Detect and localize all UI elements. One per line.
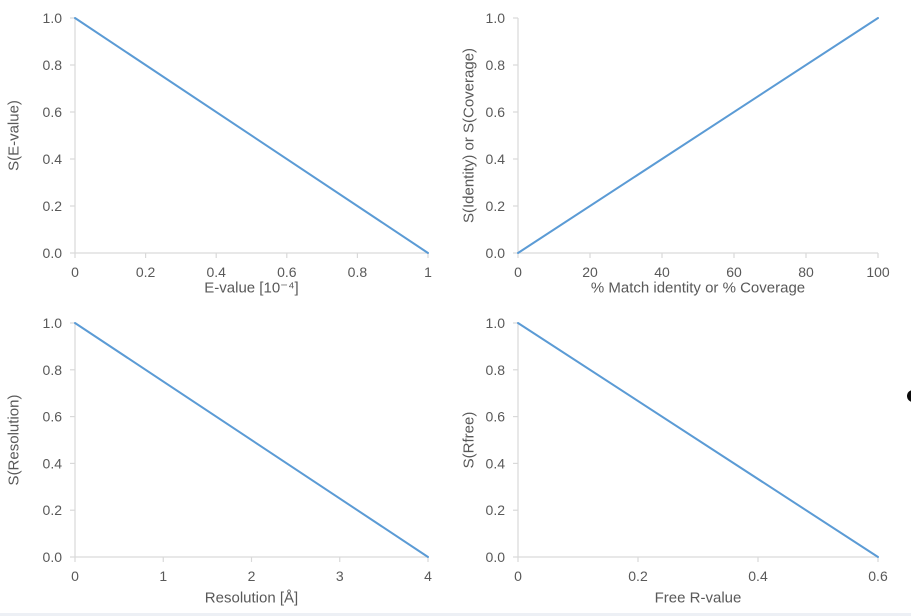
x-tick-label: 40 [654,264,670,280]
y-tick-label: 0.6 [43,409,63,425]
x-tick-label: 0 [71,568,79,584]
chart-s-resolution: 0.0 0.2 0.4 0.6 0.8 1.0 0 1 2 3 4 S(Resolution) Reso… [0,300,455,616]
x-axis-title: Free R-value [655,589,742,606]
chart-svg-s-evalue: 0.0 0.2 0.4 0.6 0.8 1.0 0 0.2 0.4 0.6 0.8 1 S(E-valu… [5,10,432,296]
y-tick-label: 0.6 [486,104,506,120]
chart-svg-s-identity-or-coverage: 0.0 0.2 0.4 0.6 0.8 1.0 0 20 40 60 80 100 S(Identity… [460,10,890,296]
y-tick-label: 0.4 [486,455,506,471]
y-tick-label: 0.6 [43,104,63,120]
x-tick-label: 60 [726,264,742,280]
y-tick-label: 1.0 [486,315,506,331]
x-tick-label: 1 [424,264,432,280]
x-tick-label: 0 [514,568,522,584]
y-tick-label: 0.0 [43,549,63,565]
x-tick-label: 0.8 [348,264,368,280]
chart-svg-s-resolution: 0.0 0.2 0.4 0.6 0.8 1.0 0 1 2 3 4 S(Resolution) Reso… [5,315,432,606]
x-tick-label: 3 [336,568,344,584]
y-tick-label: 1.0 [43,10,63,26]
x-tick-label: 100 [866,264,890,280]
x-tick-label: 4 [424,568,432,584]
x-axis-title: E-value [10⁻⁴] [204,279,298,296]
chart-s-rfree: 0.0 0.2 0.4 0.6 0.8 1.0 0 0.2 0.4 0.6 S(Rfree) Free… [455,300,911,616]
x-axis-title: Resolution [Å] [205,589,298,606]
x-tick-label: 0.4 [748,568,768,584]
y-tick-label: 0.6 [486,409,506,425]
y-axis-title: S(Resolution) [5,395,22,486]
data-line-s-rfree [517,322,879,558]
y-tick-label: 0.2 [486,502,506,518]
chart-s-identity-or-coverage: 0.0 0.2 0.4 0.6 0.8 1.0 0 20 40 60 80 100 S(Identity… [455,0,911,300]
page-bottom-edge [0,613,911,616]
y-tick-label: 0.2 [43,502,63,518]
data-line-s-identity-or-coverage [517,17,879,254]
y-tick-label: 0.8 [486,57,506,73]
y-tick-label: 0.2 [486,198,506,214]
y-tick-label: 0.8 [43,362,63,378]
data-line-s-evalue [74,17,429,254]
list-bullet-icon [907,390,911,402]
y-tick-label: 0.4 [43,455,63,471]
chart-svg-s-rfree: 0.0 0.2 0.4 0.6 0.8 1.0 0 0.2 0.4 0.6 S(Rfree) Free… [460,315,888,606]
x-axis-title: % Match identity or % Coverage [591,279,805,296]
x-tick-label: 0.2 [136,264,156,280]
y-tick-label: 0.0 [43,245,63,261]
y-tick-label: 0.0 [486,549,506,565]
x-tick-label: 0 [514,264,522,280]
data-line-s-resolution [74,322,429,558]
y-axis-title: S(Rfree) [460,412,477,469]
x-tick-label: 0.6 [277,264,297,280]
y-tick-label: 0.4 [43,151,63,167]
y-tick-label: 0.0 [486,245,506,261]
y-axis-title: S(E-value) [5,100,22,171]
y-axis-title: S(Identity) or S(Coverage) [460,48,477,223]
y-tick-label: 0.8 [43,57,63,73]
x-tick-label: 0 [71,264,79,280]
y-tick-label: 1.0 [486,10,506,26]
x-tick-label: 20 [582,264,598,280]
x-tick-label: 2 [248,568,256,584]
y-tick-label: 0.2 [43,198,63,214]
y-tick-label: 0.8 [486,362,506,378]
chart-s-evalue: 0.0 0.2 0.4 0.6 0.8 1.0 0 0.2 0.4 0.6 0.8 1 S(E-valu… [0,0,455,300]
x-tick-label: 80 [798,264,814,280]
y-tick-label: 0.4 [486,151,506,167]
x-tick-label: 0.2 [628,568,648,584]
x-tick-label: 0.4 [206,264,226,280]
x-tick-label: 0.6 [868,568,888,584]
y-tick-label: 1.0 [43,315,63,331]
x-tick-label: 1 [159,568,167,584]
